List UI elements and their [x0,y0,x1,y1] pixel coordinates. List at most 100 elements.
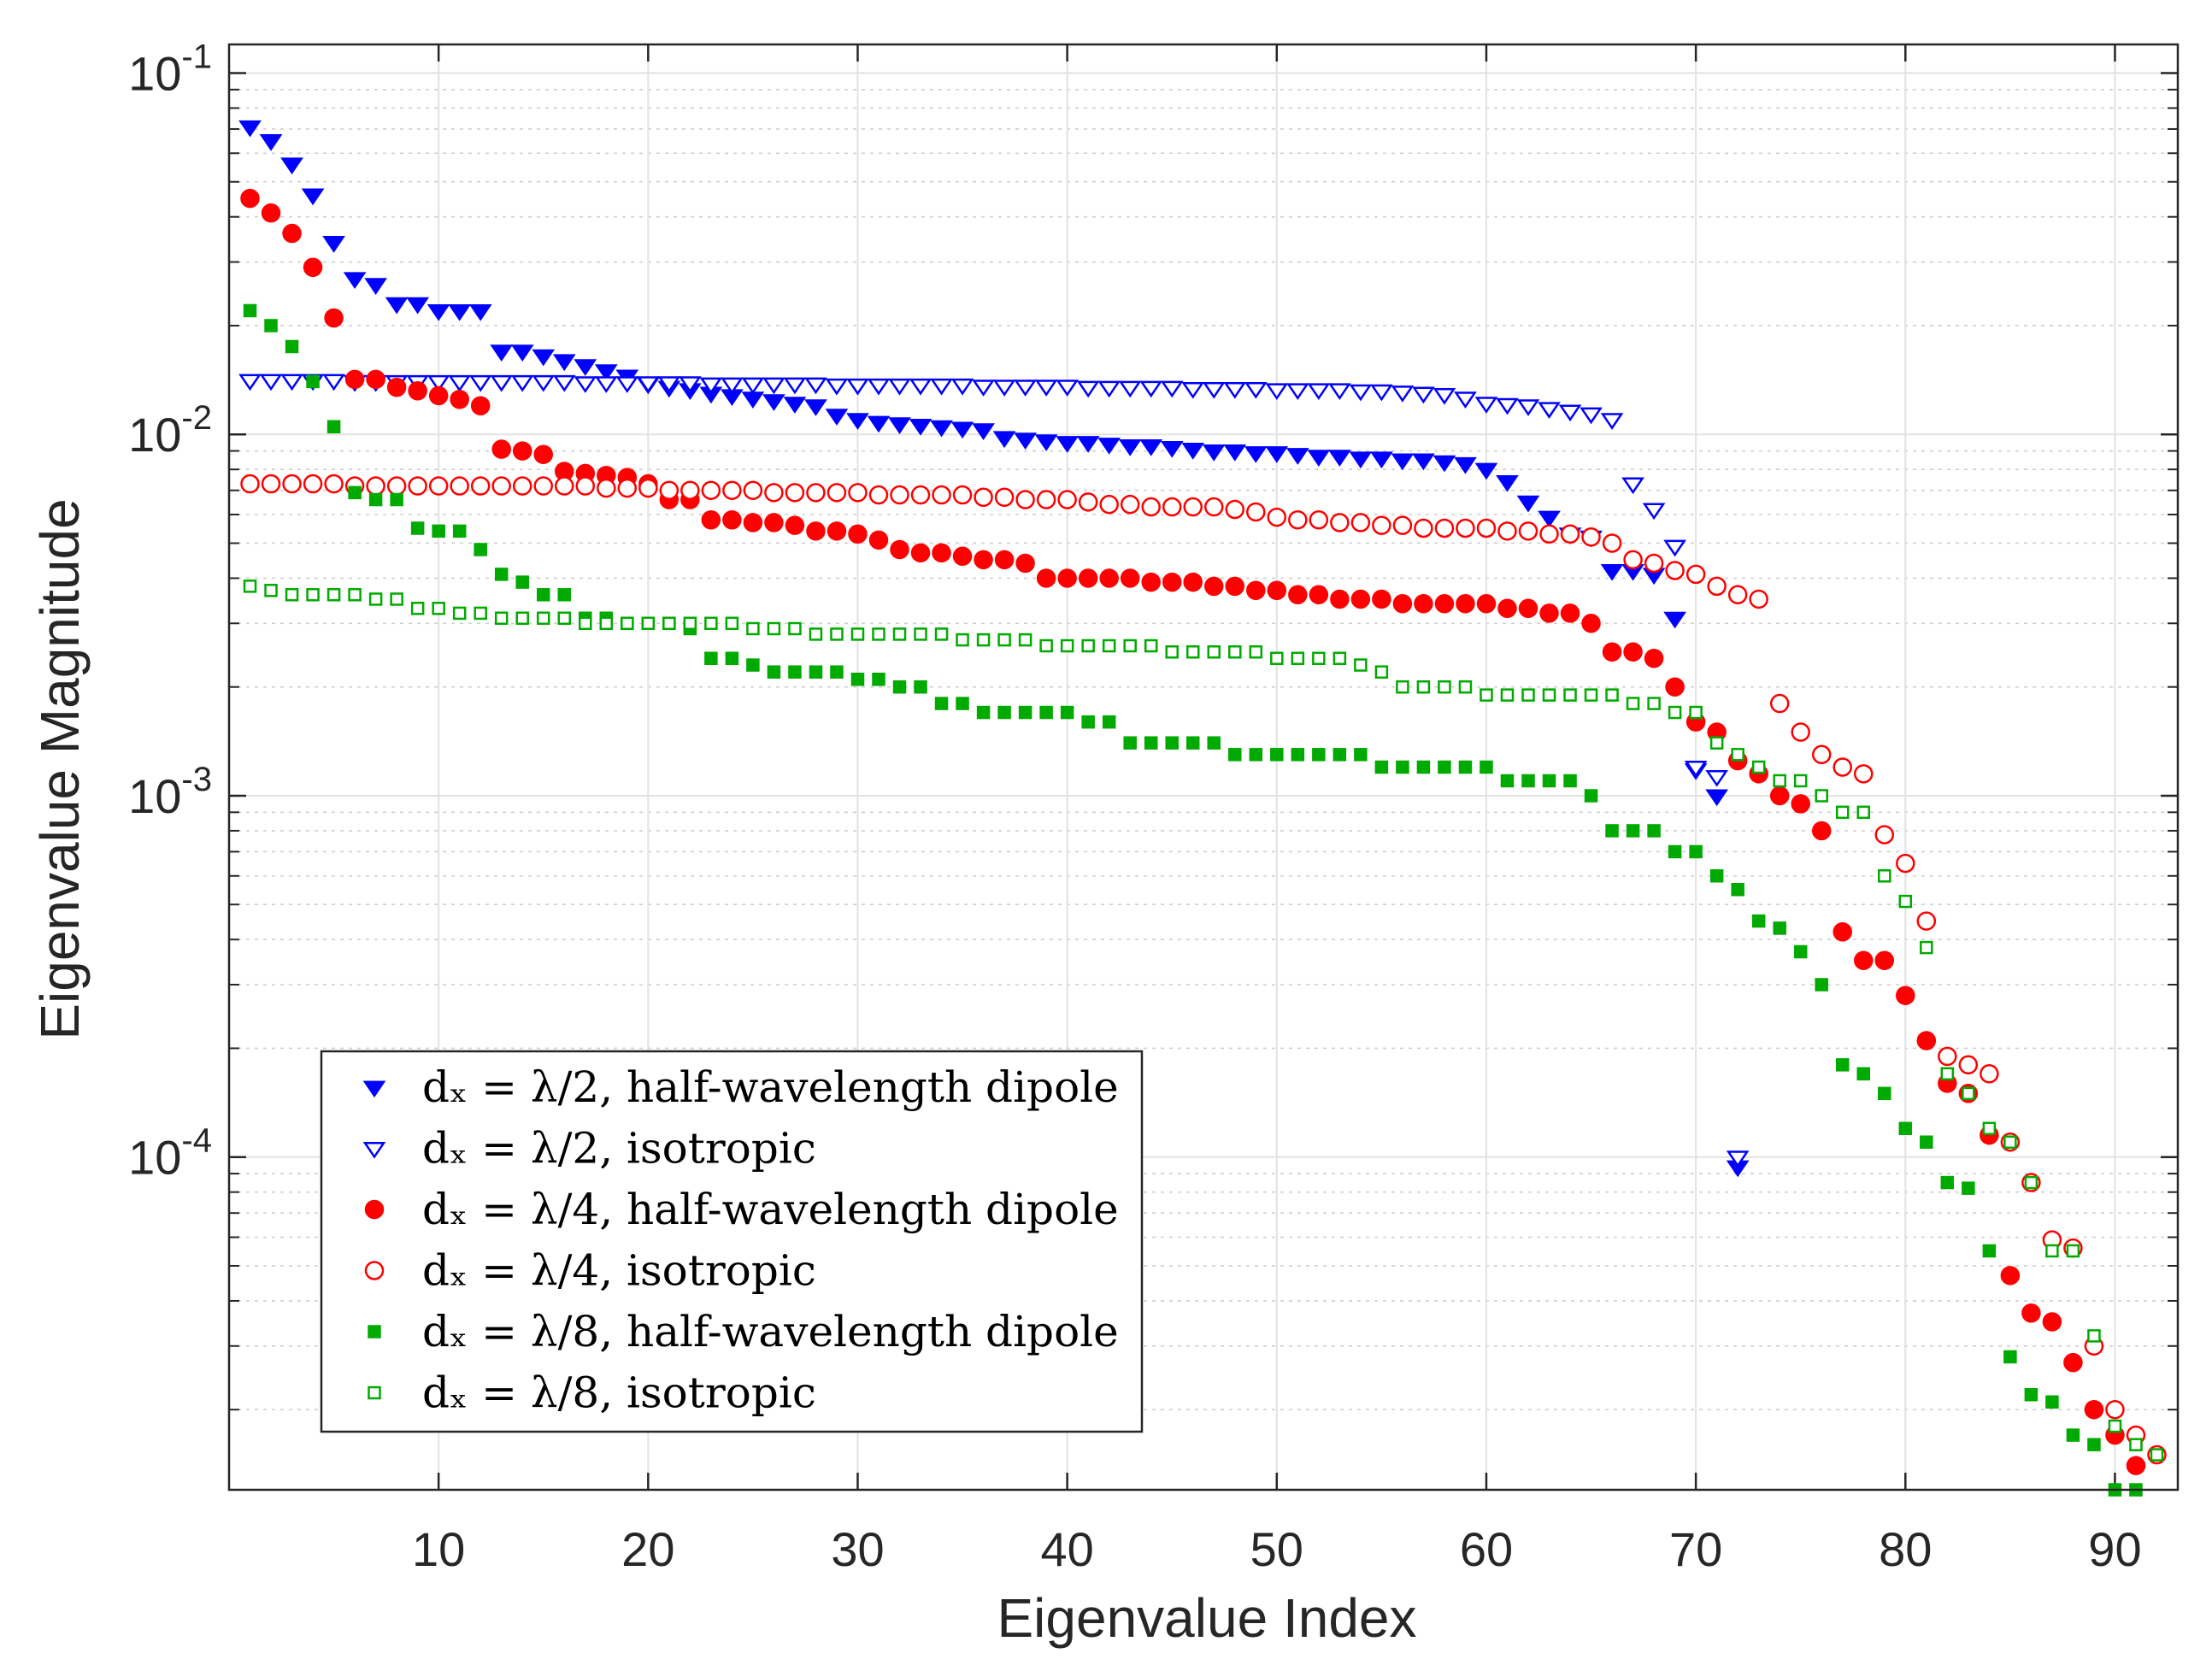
data-point [783,397,807,414]
data-point [1476,518,1497,538]
data-point [1773,774,1786,788]
data-point [552,374,576,392]
data-point [1438,680,1451,694]
x-tick-label: 60 [1460,1522,1513,1576]
data-point [1330,589,1350,609]
x-tick-label: 40 [1040,1522,1093,1576]
data-point [366,369,385,390]
data-point [1731,748,1744,762]
data-point [515,611,529,626]
data-point [1980,1064,1999,1084]
data-point [1878,1086,1891,1101]
data-point [1438,760,1451,774]
data-point [1709,869,1724,883]
legend-marker [364,1199,385,1220]
data-point [450,390,469,409]
data-point [1123,736,1137,750]
data-point [1181,443,1205,460]
data-point [1896,853,1915,874]
data-point [1433,455,1456,473]
data-point [1769,693,1790,714]
data-point [1434,518,1455,538]
data-point [386,377,407,397]
y-tick-base: 10 [128,1131,181,1185]
data-point [1626,824,1640,838]
data-point [1372,515,1391,535]
data-point [1602,642,1622,662]
data-point [452,524,467,538]
data-point [410,602,425,615]
data-point [722,480,742,500]
data-point [932,543,951,563]
data-point [1056,380,1080,397]
y-tick-label: 10-1 [128,38,212,100]
data-point [617,478,638,498]
data-point [909,378,932,396]
data-point [306,374,320,389]
data-point [406,297,430,315]
y-tick-base: 10 [128,408,181,462]
data-point [1940,1067,1955,1081]
data-point [557,611,572,626]
legend-box [320,1050,1144,1433]
data-point [1246,580,1266,601]
data-point [448,303,472,321]
data-point [1563,774,1577,788]
data-point [1793,944,1808,959]
data-point [1288,585,1308,605]
data-point [2000,1266,2021,1286]
data-point [1605,688,1619,702]
data-point [1078,492,1098,512]
data-point [366,476,385,496]
data-point [1474,462,1498,480]
data-point [512,476,532,496]
data-point [594,376,618,393]
data-point [1309,509,1329,530]
data-point [2066,1244,2080,1258]
data-point [1139,439,1163,456]
data-point [468,374,492,392]
data-point [427,303,450,321]
data-point [701,480,721,500]
data-point [1705,770,1729,787]
legend-marker [362,1080,386,1098]
data-point [322,374,345,391]
data-point [2045,1244,2059,1258]
data-point [1982,1121,1997,1135]
data-point [1518,521,1538,541]
legend-marker [368,1386,381,1400]
data-point [1118,439,1142,456]
data-point [533,476,553,496]
data-point [1332,748,1347,762]
data-point [1267,507,1287,527]
data-point [306,588,320,602]
data-point [1291,748,1305,762]
data-point [767,621,781,636]
data-point [285,588,299,602]
data-point [1081,638,1095,653]
data-point [1412,453,1435,471]
data-point [1898,894,1913,909]
data-point [1207,736,1221,750]
data-point [2003,1350,2017,1364]
data-point [280,157,303,175]
data-point [890,485,909,505]
data-point [1162,497,1182,517]
data-point [468,303,492,321]
y-axis-title: Eigenvalue Magnitude [29,498,91,1039]
data-point [892,680,907,694]
data-point [1474,397,1498,414]
data-point [1791,722,1810,742]
data-point [261,474,281,494]
data-point [282,474,302,494]
data-point [1496,397,1519,415]
data-point [474,543,487,556]
data-point [741,377,765,395]
data-point [243,580,257,593]
data-point [1476,594,1497,614]
data-point [1685,564,1706,585]
data-point [1354,658,1368,672]
data-point [1392,594,1413,614]
data-point [846,413,869,430]
data-point [1412,386,1435,404]
